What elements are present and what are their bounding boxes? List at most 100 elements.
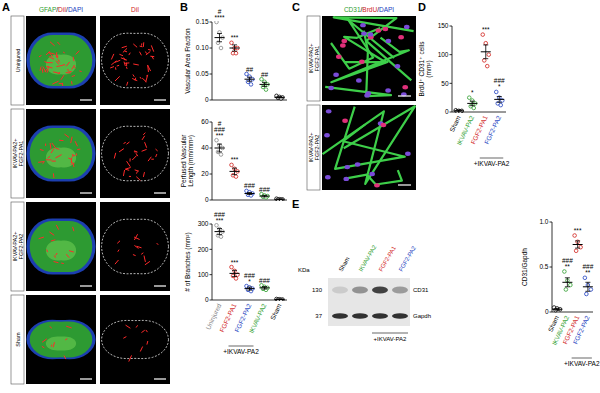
y-tick	[550, 267, 553, 268]
error-bar	[497, 97, 502, 103]
vessel-speck	[129, 53, 130, 55]
vessel-speck	[52, 143, 56, 148]
micrograph-cd31	[322, 105, 416, 190]
y-axis-label: Perfused Vascular	[180, 134, 187, 187]
vessel-speck	[129, 355, 132, 361]
y-tick	[210, 100, 213, 101]
vessel-speck	[53, 72, 59, 74]
blot-bg	[328, 278, 410, 326]
gapdh-band	[372, 313, 388, 319]
vessel-speck	[67, 69, 68, 71]
nucleus	[398, 35, 404, 39]
vessel-speck	[73, 66, 76, 68]
channel-header: CD31/BrdU/DAPI	[344, 6, 394, 13]
nucleus	[395, 64, 401, 68]
cord-edge	[26, 218, 95, 274]
vessel-speck	[126, 142, 129, 144]
kda-label: KDa	[298, 267, 310, 273]
marks	[454, 33, 505, 113]
mean-line	[260, 287, 270, 288]
vessel-speck	[146, 52, 150, 55]
significance: **	[585, 269, 591, 276]
image-bg	[100, 202, 170, 291]
vessel-speck	[133, 44, 137, 47]
marks	[215, 138, 285, 201]
vessel-speck	[38, 161, 44, 163]
y-tick	[210, 300, 213, 301]
category-label: FGF2-PA2	[572, 314, 591, 345]
nucleus	[383, 27, 389, 31]
group-line	[372, 333, 408, 334]
vessel-speck	[75, 141, 77, 146]
significance: ##	[261, 71, 269, 78]
cord-tissue	[30, 322, 93, 358]
data-point	[487, 53, 491, 57]
vessel-speck	[121, 58, 127, 60]
panel-letter: A	[2, 1, 10, 13]
vessel-speck	[71, 163, 73, 165]
vessel-speck	[73, 57, 75, 61]
vessel-speck	[140, 46, 143, 48]
nucleus	[404, 25, 410, 29]
error-bar	[456, 110, 461, 111]
error-bar	[483, 45, 488, 59]
y-axis-label: (mm²)	[425, 60, 433, 77]
vessel-speck	[51, 240, 55, 241]
vessel-speck	[43, 67, 46, 73]
channel-name: DAPI	[379, 6, 394, 13]
image-bg	[322, 16, 416, 101]
significance: ***	[574, 227, 582, 234]
vessel-speck	[42, 339, 47, 342]
nucleus	[355, 162, 361, 166]
row-label-box	[307, 16, 320, 101]
data-point	[573, 234, 577, 238]
nucleus	[356, 78, 362, 82]
vessel-speck	[122, 46, 127, 48]
y-tick-label: 300	[198, 220, 209, 227]
mean-line	[245, 193, 255, 194]
micrograph-dii	[100, 109, 170, 198]
vessel-speck	[56, 61, 59, 64]
vessel-speck	[65, 339, 67, 340]
row-label: FGF2-PA1	[18, 141, 24, 167]
data-point	[485, 64, 489, 68]
protein-label: Gapdh	[413, 313, 431, 319]
vessel-speck	[141, 253, 143, 255]
vessel-speck	[146, 330, 148, 332]
error-bar	[262, 195, 267, 197]
vessel-speck	[71, 81, 73, 84]
vessel-speck	[136, 177, 140, 181]
nucleus	[328, 86, 334, 90]
vessel-speck	[61, 263, 64, 265]
nucleus	[336, 55, 342, 59]
vessel-speck	[73, 227, 74, 231]
row-label-box	[11, 202, 24, 291]
vessel-speck	[64, 356, 66, 360]
y-tick-label: 0	[205, 96, 209, 103]
vessel-speck	[42, 69, 44, 73]
channel-header: DiI	[131, 6, 139, 13]
scale-bar	[80, 99, 92, 100]
micrograph-dii	[100, 202, 170, 291]
nucleus	[385, 88, 391, 92]
data-point	[482, 59, 486, 63]
vessel-speck	[127, 161, 131, 166]
error-bar	[217, 33, 222, 41]
significance: ***	[231, 156, 239, 163]
y-tick	[210, 74, 213, 75]
y-tick	[450, 112, 453, 113]
vessel-speck	[110, 67, 114, 68]
category-label: IKVAV-PA2	[248, 302, 268, 334]
gapdh-band	[352, 313, 368, 319]
data-point	[230, 41, 234, 45]
vessel-speck	[132, 156, 136, 161]
vessel-speck	[140, 77, 141, 79]
data-point	[574, 249, 578, 253]
error-bar	[247, 287, 252, 290]
data-point	[467, 96, 471, 100]
dot-plot: 00.050.100.15Vascular Area Fraction#****…	[184, 8, 287, 104]
y-tick	[210, 48, 213, 49]
y-tick	[210, 274, 213, 275]
vessel-speck	[133, 255, 136, 256]
error-bar	[277, 299, 282, 301]
